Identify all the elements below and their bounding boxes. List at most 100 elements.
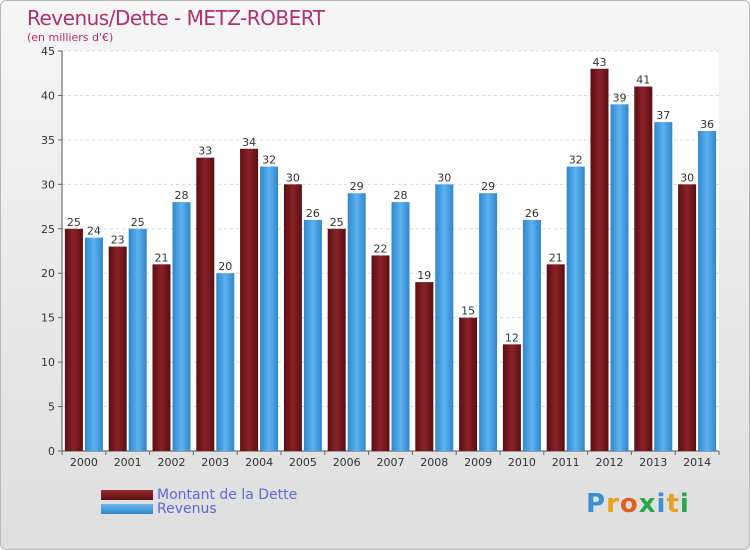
bar-debt: [283, 184, 302, 452]
bar-revenue: [391, 202, 410, 451]
legend-item-revenue: Revenus: [101, 501, 217, 517]
data-label-revenue: 26: [525, 207, 539, 220]
data-label-revenue: 29: [481, 180, 495, 193]
bar-revenue: [435, 184, 454, 452]
x-tick-label: 2008: [420, 456, 448, 469]
data-label-revenue: 30: [437, 171, 451, 184]
logo-letter: i: [679, 489, 690, 519]
data-label-revenue: 36: [700, 118, 714, 131]
bar-revenue: [128, 228, 147, 451]
x-tick-label: 2010: [508, 456, 536, 469]
bar-debt: [546, 264, 565, 451]
bar-debt: [678, 184, 697, 452]
y-tick-label: 5: [48, 401, 55, 414]
bar-revenue: [172, 202, 191, 451]
legend-item-debt: Montant de la Dette: [101, 487, 297, 503]
bar-revenue: [610, 104, 629, 451]
x-tick-label: 2009: [464, 456, 492, 469]
logo-letter: r: [606, 489, 620, 519]
y-tick-label: 35: [41, 134, 55, 147]
x-tick-label: 2007: [377, 456, 405, 469]
bar-debt: [240, 148, 259, 451]
data-label-debt: 30: [286, 171, 300, 184]
bar-revenue: [566, 166, 585, 452]
data-label-debt: 25: [67, 216, 81, 229]
data-label-debt: 22: [374, 242, 388, 255]
bar-debt: [502, 344, 521, 451]
logo-letter: t: [666, 489, 680, 519]
data-label-revenue: 20: [218, 260, 232, 273]
legend-swatch-revenue: [101, 504, 153, 514]
logo-letter: i: [656, 489, 667, 519]
data-label-revenue: 37: [656, 109, 670, 122]
logo-letter: x: [638, 489, 657, 519]
bar-revenue: [216, 273, 235, 451]
y-tick-label: 0: [48, 445, 55, 458]
data-label-revenue: 24: [87, 225, 101, 238]
bar-revenue: [654, 122, 673, 451]
chart-title: Revenus/Dette - METZ-ROBERT: [27, 6, 325, 30]
bar-debt: [634, 86, 653, 452]
x-tick-label: 2004: [245, 456, 273, 469]
data-label-debt: 41: [636, 74, 650, 87]
x-tick-label: 2012: [596, 456, 624, 469]
plot-area: [62, 51, 719, 451]
bar-debt: [459, 317, 478, 451]
x-tick-label: 2006: [333, 456, 361, 469]
data-label-revenue: 29: [350, 180, 364, 193]
x-tick-label: 2013: [639, 456, 667, 469]
data-label-revenue: 39: [613, 91, 627, 104]
x-tick-label: 2014: [683, 456, 711, 469]
bar-revenue: [260, 166, 279, 452]
x-tick-label: 2000: [70, 456, 98, 469]
data-label-debt: 23: [111, 234, 125, 247]
y-tick-label: 20: [41, 267, 55, 280]
data-label-debt: 30: [680, 171, 694, 184]
x-tick-label: 2011: [552, 456, 580, 469]
data-label-debt: 21: [549, 251, 563, 264]
data-label-debt: 15: [461, 305, 475, 318]
data-label-revenue: 28: [394, 189, 408, 202]
bar-debt: [64, 228, 83, 451]
y-tick-label: 25: [41, 223, 55, 236]
bar-revenue: [84, 237, 103, 451]
data-label-debt: 33: [198, 145, 212, 158]
y-tick-label: 45: [41, 45, 55, 58]
legend-label-revenue: Revenus: [157, 501, 217, 517]
legend-label-debt: Montant de la Dette: [157, 487, 298, 503]
data-label-revenue: 32: [262, 154, 276, 167]
data-label-revenue: 26: [306, 207, 320, 220]
data-label-revenue: 32: [569, 154, 583, 167]
y-tick-label: 30: [41, 178, 55, 191]
bar-debt: [196, 157, 215, 451]
bar-debt: [152, 264, 171, 451]
data-label-debt: 34: [242, 136, 256, 149]
bar-debt: [108, 246, 127, 451]
data-label-revenue: 28: [175, 189, 189, 202]
bar-debt: [590, 68, 609, 452]
bar-revenue: [522, 219, 541, 451]
data-label-debt: 21: [155, 251, 169, 264]
bar-revenue: [698, 131, 717, 451]
x-tick-label: 2001: [114, 456, 142, 469]
legend-swatch-debt: [101, 490, 153, 500]
chart-subtitle: (en milliers d'€): [27, 31, 114, 44]
y-tick-label: 15: [41, 312, 55, 325]
logo-letter: o: [619, 489, 639, 519]
x-tick-label: 2003: [201, 456, 229, 469]
bar-revenue: [303, 219, 322, 451]
bar-revenue: [479, 193, 498, 451]
data-label-debt: 19: [417, 269, 431, 282]
bar-debt: [415, 282, 434, 451]
data-label-debt: 43: [593, 56, 607, 69]
x-tick-label: 2005: [289, 456, 317, 469]
bar-revenue: [347, 193, 366, 451]
x-tick-label: 2002: [158, 456, 186, 469]
proxiti-logo: Proxiti: [586, 489, 690, 519]
logo-letter: P: [586, 489, 607, 519]
data-label-debt: 12: [505, 331, 519, 344]
bar-debt: [371, 255, 390, 451]
y-tick-label: 10: [41, 356, 55, 369]
